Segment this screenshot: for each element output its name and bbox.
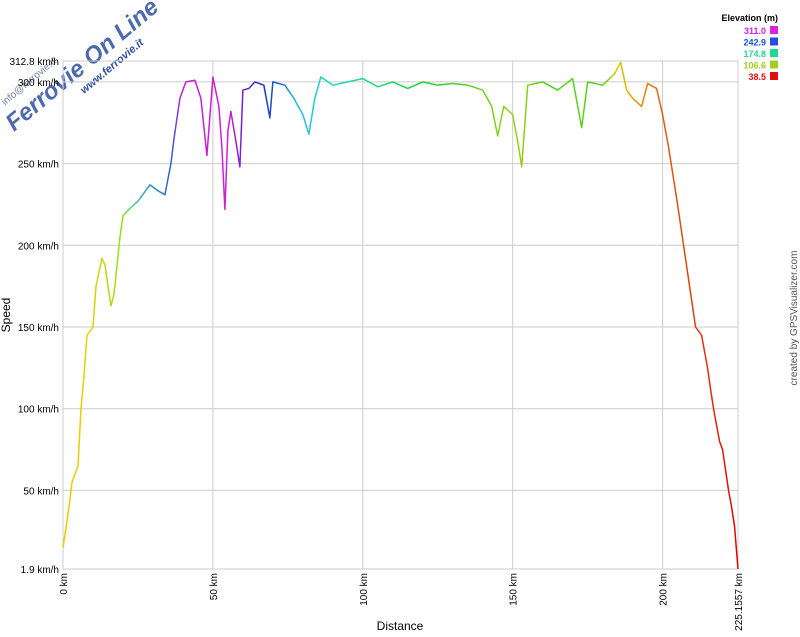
x-tick-label: 0 km	[59, 573, 70, 595]
legend-label: 242.9	[743, 38, 766, 48]
legend-label: 106.6	[743, 61, 766, 71]
legend-label: 174.8	[743, 49, 766, 59]
x-tick-label: 225.1557 km	[734, 573, 745, 631]
y-tick-label: 100 km/h	[18, 405, 59, 416]
y-tick-label: 1.9 km/h	[21, 565, 59, 576]
legend-swatch	[770, 72, 778, 80]
plot-frame	[62, 60, 739, 570]
y-tick-label: 200 km/h	[18, 241, 59, 252]
y-tick-label: 312.8 km/h	[10, 57, 59, 68]
legend-swatch	[770, 49, 778, 57]
y-tick-label: 50 km/h	[23, 486, 59, 497]
legend-swatch	[770, 60, 778, 69]
speed-line	[62, 61, 739, 570]
watermark-title: Ferrovie On Line	[1, 0, 164, 137]
legend-swatch	[770, 26, 778, 34]
watermark: Ferrovie On Line www.ferrovie.it info@fe…	[0, 0, 164, 137]
y-axis-title: Speed	[0, 298, 13, 333]
x-axis-title: Distance	[377, 619, 424, 632]
legend-label: 38.5	[748, 72, 766, 82]
legend-label: 311.0	[744, 26, 766, 36]
x-tick-label: 200 km	[659, 573, 670, 606]
x-tick-label: 150 km	[509, 573, 520, 606]
y-tick-label: 300 km/h	[18, 78, 59, 89]
legend-title: Elevation (m)	[721, 13, 778, 23]
legend-swatch	[770, 37, 778, 46]
y-tick-label: 150 km/h	[18, 323, 59, 334]
x-tick-label: 50 km	[209, 573, 220, 600]
y-tick-label: 250 km/h	[18, 160, 59, 171]
credit: created by GPSVisualizer.com	[789, 251, 800, 386]
x-tick-label: 100 km	[359, 573, 370, 606]
